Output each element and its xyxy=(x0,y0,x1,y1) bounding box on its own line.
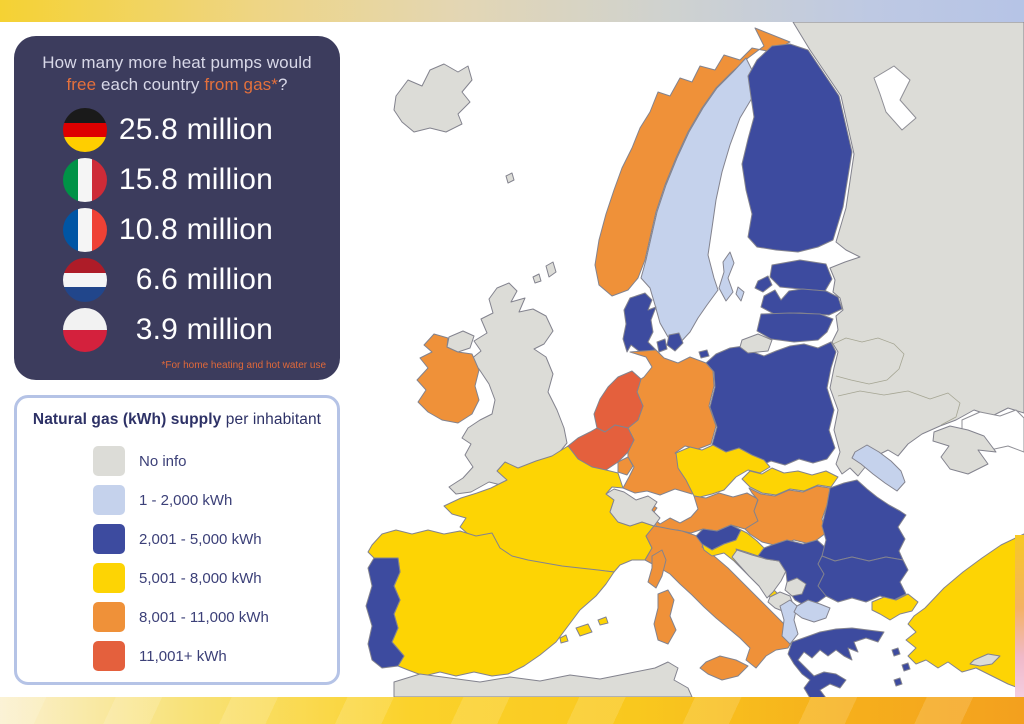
cat2-swatch xyxy=(93,524,125,554)
white-sea xyxy=(873,65,917,131)
country-ireland xyxy=(416,333,480,424)
poland-value: 3.9 million xyxy=(135,313,273,346)
cat1-swatch xyxy=(93,485,125,515)
country-greece-islands xyxy=(891,647,911,687)
country-spain-balearics xyxy=(559,616,609,644)
country-slovakia xyxy=(741,467,839,496)
country-turkey xyxy=(871,533,1024,691)
country-lithuania xyxy=(756,312,834,343)
country-faroe xyxy=(505,172,515,184)
country-italy-sardinia xyxy=(653,589,677,645)
country-uk-shetland xyxy=(532,261,557,284)
right-edge-accent xyxy=(1015,535,1024,697)
country-sweden-gotland xyxy=(718,251,745,302)
country-switzerland xyxy=(605,488,661,527)
belarus-border xyxy=(832,337,905,385)
country-albania xyxy=(779,599,799,645)
country-portugal xyxy=(365,557,405,669)
legend-title-bold: Natural gas (kWh) supply xyxy=(32,411,222,428)
country-finland xyxy=(741,43,853,253)
country-estonia xyxy=(754,259,833,293)
country-austria xyxy=(647,492,759,534)
legend-item-cat3: 5,001 - 8,000 kWh xyxy=(93,563,262,593)
cat3-swatch xyxy=(93,563,125,593)
legend-item-cat4: 8,001 - 11,000 kWh xyxy=(93,602,269,632)
country-macedonia xyxy=(793,599,831,623)
question-qmark: ? xyxy=(277,75,288,95)
bottom-gradient-bar xyxy=(0,697,1024,724)
cat1-label: 1 - 2,000 kWh xyxy=(139,491,233,509)
row-poland: 3.9 million xyxy=(63,308,273,352)
row-germany: 25.8 million xyxy=(63,108,273,152)
map-legend: Natural gas (kWh) supply per inhabitant … xyxy=(14,395,340,685)
panel-footnote: *For home heating and hot water use xyxy=(161,360,326,371)
country-norway xyxy=(594,27,791,297)
country-north-africa xyxy=(393,661,693,698)
top-gradient-bar xyxy=(0,0,1024,22)
row-netherlands: 6.6 million xyxy=(63,258,273,302)
country-luxembourg xyxy=(617,456,634,476)
country-kosovo xyxy=(784,577,807,597)
country-poland xyxy=(705,341,837,468)
question-free-word: free xyxy=(66,75,97,95)
question-middle: each country xyxy=(96,75,205,95)
country-crimea xyxy=(932,425,997,475)
legend-title-regular: per inhabitant xyxy=(221,411,322,428)
country-denmark xyxy=(622,292,710,359)
cat2-label: 2,001 - 5,000 kWh xyxy=(139,530,262,548)
country-italy-sicily xyxy=(699,655,749,681)
poland-flag-icon xyxy=(63,308,107,352)
germany-flag-icon xyxy=(63,108,107,152)
france-flag-icon xyxy=(63,208,107,252)
country-russia xyxy=(792,21,1024,477)
country-serbia xyxy=(757,539,830,607)
cat4-label: 8,001 - 11,000 kWh xyxy=(139,608,269,626)
legend-item-cat1: 1 - 2,000 kWh xyxy=(93,485,232,515)
no-info-label: No info xyxy=(139,452,187,470)
netherlands-value: 6.6 million xyxy=(135,263,273,296)
netherlands-flag-icon xyxy=(63,258,107,302)
country-cyprus xyxy=(969,653,1001,667)
question-from-gas: from gas* xyxy=(204,75,278,95)
ukraine-border xyxy=(837,390,961,426)
france-value: 10.8 million xyxy=(118,213,273,246)
row-italy: 15.8 million xyxy=(63,158,273,202)
cat5-swatch xyxy=(93,641,125,671)
legend-item-cat5: 11,001+ kWh xyxy=(93,641,227,671)
legend-title: Natural gas (kWh) supply per inhabitant xyxy=(17,411,337,429)
country-romania xyxy=(821,479,907,562)
legend-item-no-info: No info xyxy=(93,446,187,476)
country-bulgaria xyxy=(817,555,909,603)
panel-question: How many more heat pumps would free each… xyxy=(14,52,340,97)
legend-item-cat2: 2,001 - 5,000 kWh xyxy=(93,524,262,554)
heat-pump-panel: How many more heat pumps would free each… xyxy=(14,36,340,380)
country-moldova xyxy=(851,444,906,492)
italy-flag-icon xyxy=(63,158,107,202)
question-line1: How many more heat pumps would xyxy=(42,53,312,72)
country-kaliningrad xyxy=(739,333,773,354)
no-info-swatch xyxy=(93,446,125,476)
country-hungary xyxy=(744,485,831,547)
germany-value: 25.8 million xyxy=(118,113,273,146)
cat3-label: 5,001 - 8,000 kWh xyxy=(139,569,262,587)
country-latvia xyxy=(760,288,843,316)
cat4-swatch xyxy=(93,602,125,632)
row-france: 10.8 million xyxy=(63,208,273,252)
country-uk-northern-ireland xyxy=(446,330,475,353)
country-iceland xyxy=(393,63,473,133)
cat5-label: 11,001+ kWh xyxy=(139,647,227,665)
country-greece xyxy=(787,627,885,705)
italy-value: 15.8 million xyxy=(118,163,273,196)
country-corsica xyxy=(647,549,667,589)
